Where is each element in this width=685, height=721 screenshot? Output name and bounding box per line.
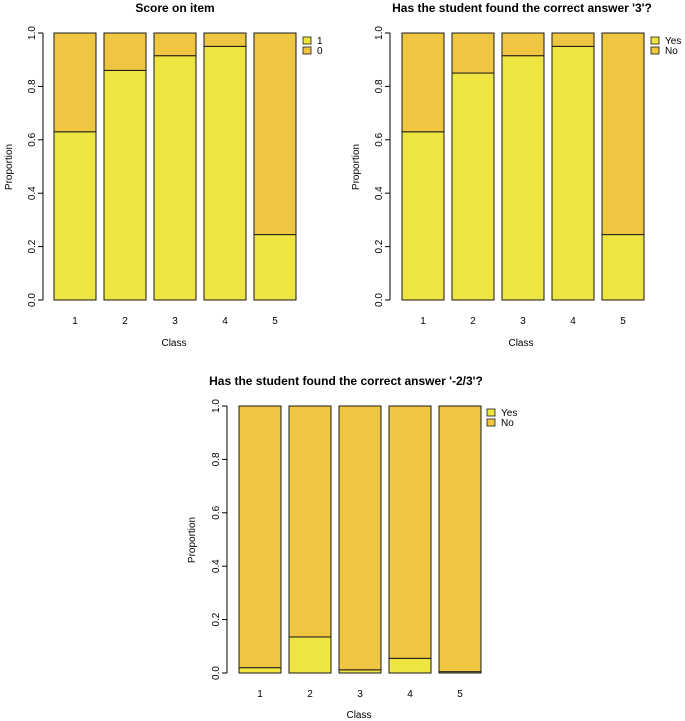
legend-label: Yes [501,408,517,419]
bar-lower-class-1 [401,131,445,301]
bar-upper-class-3 [338,405,382,671]
x-tick-label: 5 [272,316,278,327]
y-tick-label: 0.4 [27,186,38,200]
bar-lower-class-4 [551,45,595,301]
y-tick-label: 0.2 [27,239,38,253]
chart-title: Has the student found the correct answer… [392,1,652,15]
y-tick-label: 0.8 [374,79,385,93]
x-tick-label: 3 [520,316,526,327]
x-tick-label: 1 [420,316,426,327]
bar-lower-class-4 [203,45,247,301]
x-tick-label: 5 [620,316,626,327]
bar-upper-class-2 [103,32,147,71]
bar-upper-class-1 [238,405,282,669]
chart-title: Score on item [135,1,214,15]
legend-swatch [650,36,660,45]
y-tick-label: 0.6 [27,132,38,146]
x-tick-label: 2 [122,316,128,327]
bar-upper-class-1 [401,32,445,133]
x-axis-label: Class [161,338,186,349]
x-tick-label: 3 [357,689,363,700]
x-axis-label: Class [346,710,371,721]
chart-panel-answer-3: Has the student found the correct answer… [351,1,681,349]
bar-upper-class-3 [153,32,197,57]
bar-upper-class-5 [438,405,482,673]
y-axis-label: Proportion [351,144,362,190]
chart-panel-answer-minus-2-3: Has the student found the correct answer… [187,374,517,721]
bar-lower-class-3 [501,55,545,301]
bar-upper-class-5 [601,32,645,236]
bar-upper-class-1 [53,32,97,133]
bar-lower-class-3 [153,55,197,301]
chart-title: Has the student found the correct answer… [209,374,483,388]
x-tick-label: 2 [470,316,476,327]
x-tick-label: 4 [222,316,228,327]
chart-panel-score-on-item: Score on item Class Proportion 1 2 3 4 5 0.0 0… [4,1,323,349]
y-tick-label: 0.2 [374,239,385,253]
x-tick-label: 3 [172,316,178,327]
y-axis-label: Proportion [4,144,15,190]
bar-upper-class-4 [203,32,247,47]
bar-lower-class-4 [388,657,432,674]
y-tick-label: 0.2 [211,612,222,626]
legend-swatch [302,46,312,55]
bar-lower-class-1 [53,131,97,301]
x-axis-label: Class [508,338,533,349]
legend-swatch [302,36,312,45]
bar-lower-class-2 [288,636,332,674]
legend-label: 0 [317,46,323,57]
y-tick-label: 0.6 [211,505,222,519]
x-tick-label: 4 [570,316,576,327]
y-tick-label: 0.0 [374,293,385,307]
legend-label: 1 [317,36,323,47]
x-tick-label: 5 [457,689,463,700]
legend-label: No [665,46,678,57]
x-tick-label: 1 [257,689,263,700]
bar-upper-class-4 [551,32,595,47]
bar-lower-class-5 [601,234,645,301]
legend-label: No [501,418,514,429]
x-tick-label: 1 [72,316,78,327]
y-tick-label: 1.0 [27,26,38,40]
y-axis-label: Proportion [187,517,198,563]
bar-lower-class-5 [253,234,297,301]
x-tick-label: 4 [407,689,413,700]
bar-upper-class-5 [253,32,297,236]
y-tick-label: 0.8 [211,452,222,466]
legend-swatch [486,418,496,427]
y-tick-label: 0.0 [211,666,222,680]
legend-swatch [650,46,660,55]
legend-label: Yes [665,36,681,47]
y-tick-label: 0.4 [211,559,222,573]
y-tick-label: 1.0 [211,399,222,413]
y-tick-label: 1.0 [374,26,385,40]
x-tick-label: 2 [307,689,313,700]
y-tick-label: 0.0 [27,293,38,307]
legend-swatch [486,408,496,417]
bar-upper-class-3 [501,32,545,57]
bar-upper-class-4 [388,405,432,659]
bar-lower-class-2 [103,69,147,301]
bar-lower-class-1 [238,667,282,674]
y-tick-label: 0.4 [374,186,385,200]
bar-upper-class-2 [288,405,332,638]
bar-upper-class-2 [451,32,495,74]
y-tick-label: 0.8 [27,79,38,93]
y-tick-label: 0.6 [374,132,385,146]
bar-lower-class-2 [451,72,495,301]
